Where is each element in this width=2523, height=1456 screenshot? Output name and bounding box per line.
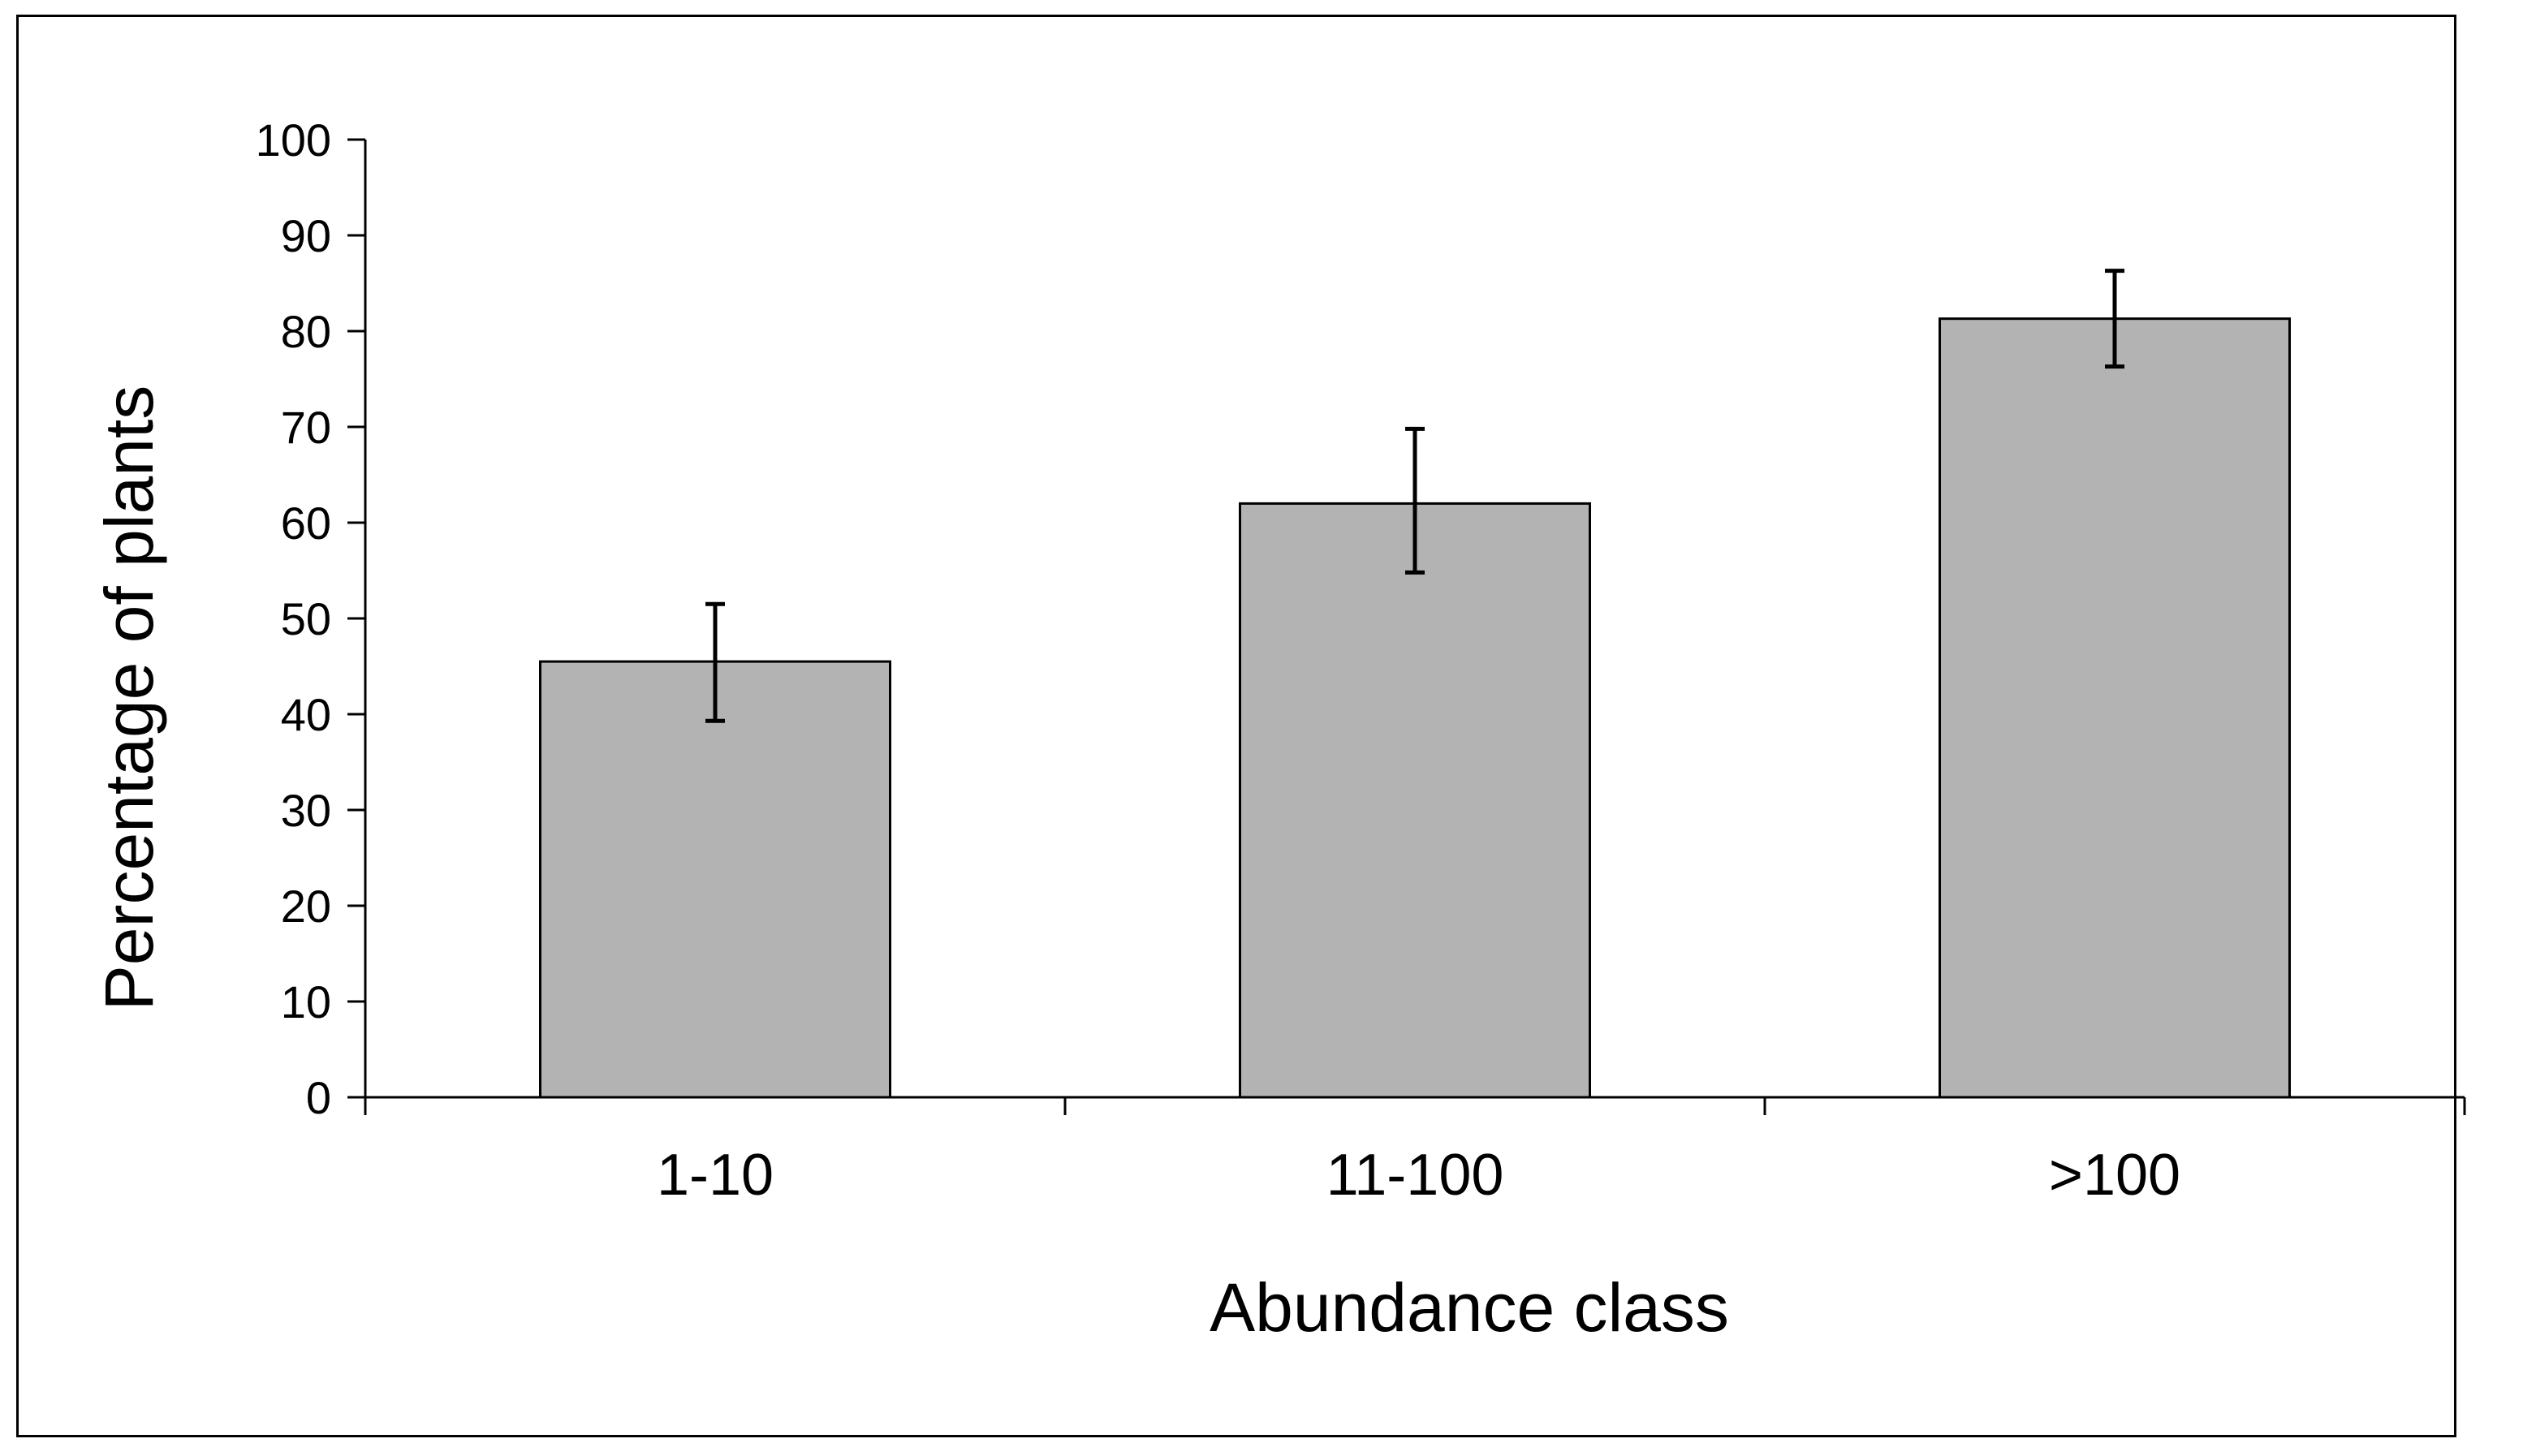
x-tick-label-1: 11-100 [1326,1143,1504,1208]
y-tick-label-1: 10 [281,976,331,1027]
bar-0 [539,660,891,1099]
chart-frame [16,15,2456,1437]
y-axis-title: Percentage of plants [91,386,167,1011]
bar-1 [1239,502,1591,1099]
y-tick-label-4: 40 [281,689,331,740]
y-tick-label-2: 20 [281,881,331,932]
error-bar-0 [705,601,725,723]
y-tick-label-5: 50 [281,593,331,644]
y-tick-label-10: 100 [256,114,331,166]
x-axis-title: Abundance class [1210,1269,1729,1346]
error-bar-1 [1405,426,1425,575]
y-tick-label-8: 80 [281,306,331,357]
x-tick-label-2: >100 [2049,1143,2180,1208]
x-tick-label-0: 1-10 [657,1143,774,1208]
y-tick-label-3: 30 [281,785,331,836]
error-bar-2 [2105,269,2124,369]
y-tick-label-0: 0 [306,1072,331,1123]
bars-layer [539,317,2291,1099]
y-tick-label-7: 70 [281,402,331,453]
y-tick-label-6: 60 [281,498,331,549]
y-tick-label-9: 90 [281,210,331,261]
labels-layer: 1-10 11-100 >100 0 10 20 30 40 50 60 70 80 90 100 [256,114,2181,1208]
error-bars-layer [705,269,2124,723]
axes-layer [347,138,2466,1115]
bar-2 [1939,317,2291,1099]
